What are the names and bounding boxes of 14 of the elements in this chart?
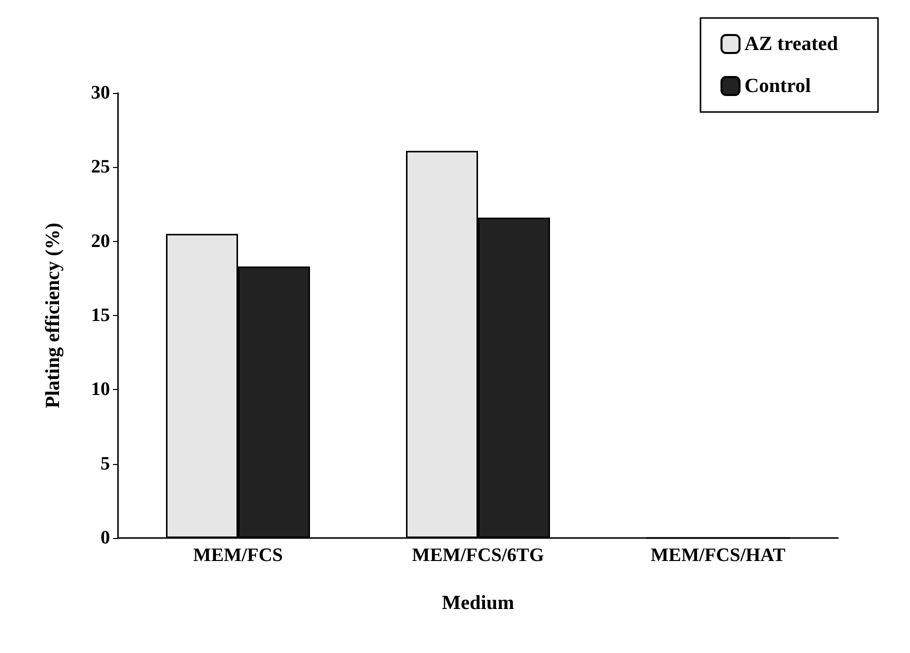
y-tick-label: 5 bbox=[100, 453, 110, 474]
y-tick-label: 0 bbox=[100, 528, 110, 548]
legend-label: AZ treated bbox=[744, 33, 838, 55]
x-axis-title: Medium bbox=[442, 592, 514, 614]
y-tick-label: 25 bbox=[91, 156, 110, 178]
y-tick-label: 20 bbox=[91, 230, 110, 252]
y-tick-label: 10 bbox=[91, 379, 110, 400]
y-tick-label: 30 bbox=[91, 82, 110, 104]
y-axis-title: Plating efficiency (%) bbox=[42, 222, 64, 408]
x-tick-label: MEM/FCS bbox=[193, 545, 283, 566]
legend-label: Control bbox=[744, 75, 812, 97]
y-tick-label: 15 bbox=[91, 305, 110, 326]
x-tick-label: MEM/FCS/6TG bbox=[412, 545, 544, 566]
x-tick-label: MEM/FCS/HAT bbox=[650, 545, 786, 566]
